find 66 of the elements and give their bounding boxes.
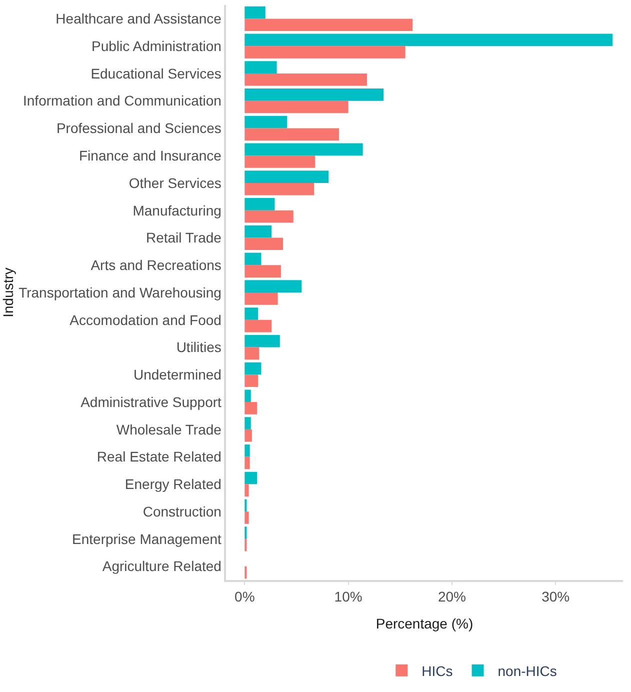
- y-tick-label: Construction: [142, 503, 222, 520]
- bar: [244, 88, 384, 101]
- bar: [244, 46, 406, 58]
- legend-label: HICs: [422, 662, 453, 679]
- bar: [244, 320, 272, 332]
- x-axis-title: Percentage (%): [376, 615, 474, 632]
- bar: [244, 73, 367, 86]
- y-tick-label: Enterprise Management: [72, 530, 222, 547]
- bar: [244, 182, 314, 196]
- bar: [244, 238, 284, 250]
- bar: [244, 18, 413, 32]
- legend-label: non-HICs: [498, 662, 557, 679]
- bar: [244, 116, 288, 128]
- bar: [244, 429, 252, 442]
- y-tick-label: Agriculture Related: [102, 558, 222, 574]
- bar: [244, 456, 250, 470]
- y-axis-title: Industry: [0, 268, 16, 318]
- bar: [244, 156, 316, 168]
- y-tick-label: Retail Trade: [146, 230, 222, 246]
- y-tick-label: Information and Communication: [23, 92, 222, 109]
- bar: [244, 308, 258, 320]
- x-tick-label: 30%: [542, 588, 570, 605]
- bar: [244, 472, 258, 484]
- bar: [244, 143, 363, 156]
- bar: [244, 170, 329, 183]
- bar: [244, 128, 339, 141]
- y-tick-label: Arts and Recreations: [90, 257, 222, 274]
- bar: [244, 347, 260, 360]
- y-tick-label: Wholesale Trade: [116, 421, 222, 438]
- x-tick-label: 10%: [334, 588, 362, 605]
- y-tick-label: Administrative Support: [80, 394, 222, 410]
- bar: [244, 225, 272, 238]
- y-tick-label: Finance and Insurance: [79, 148, 222, 164]
- bar: [244, 34, 613, 46]
- bar: [244, 292, 278, 305]
- bar: [244, 444, 250, 457]
- bar: [244, 334, 280, 348]
- bar: [244, 61, 277, 74]
- y-tick-label: Public Administration: [91, 38, 222, 54]
- bar: [244, 512, 249, 524]
- y-tick-label: Educational Services: [90, 65, 222, 82]
- y-tick-label: Healthcare and Assistance: [56, 10, 222, 27]
- y-tick-label: Accomodation and Food: [70, 312, 222, 328]
- bar: [244, 374, 258, 387]
- y-tick-label: Other Services: [128, 174, 222, 191]
- y-tick-label: Manufacturing: [132, 202, 222, 218]
- bar: [244, 402, 258, 414]
- y-tick-label: Real Estate Related: [96, 448, 222, 465]
- x-tick-label: 20%: [438, 588, 466, 605]
- bar: [244, 280, 302, 292]
- bar: [244, 198, 275, 210]
- bar: [244, 252, 262, 266]
- y-tick-label: Transportation and Warehousing: [18, 284, 222, 300]
- bar: [244, 265, 281, 278]
- y-tick-label: Energy Related: [124, 476, 222, 492]
- bar: [244, 100, 348, 114]
- bar: [244, 210, 294, 223]
- bar: [244, 417, 251, 430]
- y-tick-label: Undetermined: [134, 366, 222, 383]
- bar: [244, 390, 251, 402]
- y-tick-label: Utilities: [176, 339, 222, 356]
- y-tick-label: Professional and Sciences: [56, 120, 222, 136]
- bar: [244, 6, 266, 19]
- x-tick-label: 0%: [234, 588, 255, 605]
- bar: [244, 362, 262, 375]
- bar: [244, 484, 249, 496]
